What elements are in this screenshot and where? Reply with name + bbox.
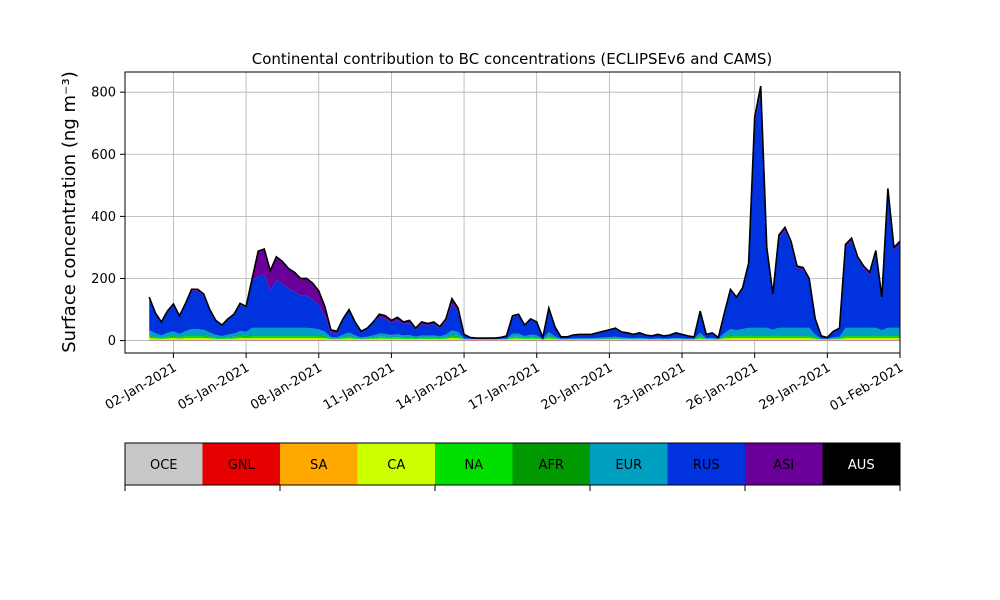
plot-frame (124, 71, 901, 354)
legend-label-oce: OCE (150, 458, 178, 473)
legend: OCE GNL SA CA NA AFR EUR RUS ASI AUS (124, 442, 901, 491)
legend-swatch-aus (822, 443, 900, 485)
x-tick-label: 01-Feb-2021 (827, 360, 906, 414)
legend-label-asi: ASI (773, 458, 794, 473)
plot-area: 0 200 400 600 800 02-Jan-202105-Jan-202108-Ja… (91, 71, 906, 414)
legend-label-afr: AFR (539, 458, 564, 473)
legend-label-sa: SA (310, 458, 327, 473)
y-tick-label: 800 (91, 86, 116, 101)
x-tick-label: 02-Jan-2021 (103, 360, 180, 413)
y-axis-label: Surface concentration (ng m⁻³) (59, 71, 80, 353)
legend-frame (124, 442, 901, 486)
legend-swatch-ca (357, 443, 435, 485)
y-tick-label: 400 (91, 210, 116, 225)
legend-swatch-asi (745, 443, 823, 485)
x-tick-label: 20-Jan-2021 (539, 360, 616, 413)
x-tick-label: 26-Jan-2021 (684, 360, 761, 413)
chart-title: Continental contribution to BC concentra… (252, 50, 773, 68)
legend-swatch-afr (512, 443, 590, 485)
series-total-line (148, 85, 901, 341)
y-tick-label: 600 (91, 148, 116, 163)
legend-label-gnl: GNL (228, 458, 256, 473)
x-tick-label: 17-Jan-2021 (466, 360, 543, 413)
area-eur (149, 327, 900, 340)
x-tick-label: 29-Jan-2021 (757, 360, 834, 413)
legend-swatch-oce (125, 443, 203, 485)
legend-label-eur: EUR (615, 458, 642, 473)
y-tick-label: 0 (108, 334, 116, 349)
area-na (149, 336, 900, 340)
legend-label-ca: CA (387, 458, 405, 473)
x-tick-label: 23-Jan-2021 (611, 360, 688, 413)
legend-swatch-gnl (202, 443, 280, 485)
area-ca (149, 338, 900, 340)
legend-label-na: NA (464, 458, 483, 473)
x-tick-label: 14-Jan-2021 (393, 360, 470, 413)
legend-swatch-rus (667, 443, 745, 485)
legend-swatch-eur (590, 443, 668, 485)
x-tick-label: 08-Jan-2021 (248, 360, 325, 413)
y-tick-label: 200 (91, 272, 116, 287)
x-tick-label: 11-Jan-2021 (321, 360, 398, 413)
legend-label-aus: AUS (848, 458, 875, 473)
legend-swatch-sa (280, 443, 358, 485)
legend-label-rus: RUS (693, 458, 720, 473)
legend-swatch-na (435, 443, 513, 485)
x-tick-label: 05-Jan-2021 (176, 360, 253, 413)
